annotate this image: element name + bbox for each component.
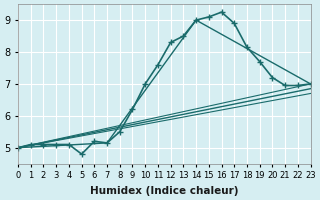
X-axis label: Humidex (Indice chaleur): Humidex (Indice chaleur) bbox=[90, 186, 238, 196]
